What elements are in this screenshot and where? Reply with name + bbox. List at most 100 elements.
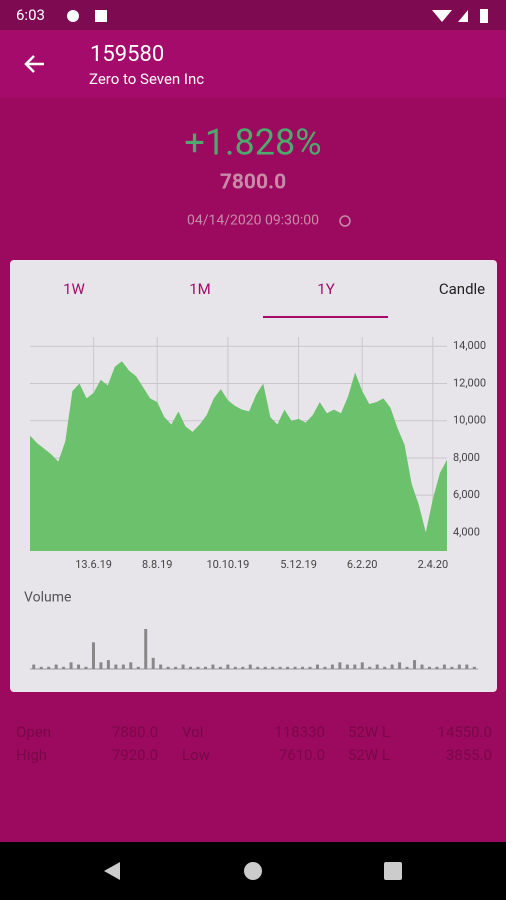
app-bar <box>0 30 506 98</box>
volume-bar <box>286 666 290 669</box>
nav-recent[interactable] <box>384 862 402 880</box>
volume-bar <box>144 629 148 669</box>
volume-bar <box>166 666 170 669</box>
volume-bar <box>114 664 118 669</box>
volume-bar <box>420 664 424 669</box>
volume-bar <box>442 664 446 669</box>
signal-icon <box>458 10 468 22</box>
y-tick-label: 10,000 <box>453 414 486 427</box>
volume-bar <box>427 666 431 669</box>
volume-bar <box>69 662 73 669</box>
stat-cell: 7610.0 <box>279 746 325 764</box>
volume-bar <box>368 666 372 669</box>
y-tick-label: 14,000 <box>453 339 486 352</box>
x-tick-label: 13.6.19 <box>75 558 112 571</box>
tab[interactable]: 1Y <box>317 280 334 298</box>
volume-bar <box>390 664 394 669</box>
volume-bar <box>383 666 387 669</box>
status-time: 6:03 <box>16 6 45 24</box>
nav-home[interactable] <box>244 862 262 880</box>
company-name: Zero to Seven Inc <box>89 70 204 88</box>
tab[interactable]: 1W <box>63 280 85 298</box>
tab[interactable]: 1M <box>189 280 211 298</box>
volume-bar <box>278 666 282 669</box>
volume-bar <box>196 666 200 669</box>
symbol: 159580 <box>90 42 164 67</box>
wifi-icon <box>432 10 452 22</box>
dynamic: 1W 1M 1Y Candle 14,000 12,000 10,000 8,000 6,000… <box>16 280 492 764</box>
tab-indicator <box>263 316 388 318</box>
volume-bar <box>315 664 319 669</box>
stat-cell: Open <box>16 723 51 741</box>
stat-cell: 52W L <box>348 746 390 764</box>
volume-bar <box>450 666 454 669</box>
volume-bar <box>129 662 133 669</box>
volume-bar <box>256 666 260 669</box>
volume-bar <box>330 664 334 669</box>
stat-cell: Vol <box>182 723 203 741</box>
settings-icon <box>67 10 79 22</box>
volume-bar <box>62 666 66 669</box>
stat-cell: High <box>16 746 47 764</box>
volume-bar <box>84 666 88 669</box>
status-bar <box>0 0 506 30</box>
x-tick-label: 10.10.19 <box>206 558 249 571</box>
volume-bar <box>375 664 379 669</box>
x-tick-label: 2.4.20 <box>418 558 449 571</box>
x-tick-label: 8.8.19 <box>142 558 173 571</box>
volume-bar <box>203 666 207 669</box>
volume-bar <box>465 664 469 669</box>
stat-cell: 118330 <box>274 723 325 741</box>
volume-bar <box>263 666 267 669</box>
back-button[interactable] <box>24 55 44 73</box>
volume-bar <box>353 664 357 669</box>
volume-label: Volume <box>24 590 71 606</box>
volume-bar <box>54 664 58 669</box>
nav-back[interactable] <box>104 862 120 880</box>
volume-bar <box>151 657 155 669</box>
volume-bar <box>360 662 364 669</box>
volume-bar <box>136 666 140 669</box>
volume-bar <box>413 660 417 669</box>
stat-cell: 3855.0 <box>446 746 492 764</box>
battery-icon <box>480 9 488 23</box>
volume-bar <box>398 662 402 669</box>
volume-bar <box>47 666 51 669</box>
stat-cell: 7920.0 <box>112 746 158 764</box>
stat-cell: 52W L <box>348 723 390 741</box>
volume-bar <box>345 664 349 669</box>
volume-bar <box>271 666 275 669</box>
volume-bar <box>159 664 163 669</box>
volume-bar <box>248 664 252 669</box>
volume-bar <box>472 666 476 669</box>
stat-cell: 14550.0 <box>437 723 492 741</box>
volume-bar <box>218 666 222 669</box>
volume-bar <box>189 666 193 669</box>
volume-bar <box>301 666 305 669</box>
volume-bar <box>32 664 36 669</box>
stat-cell: Low <box>182 746 210 764</box>
notification-icon <box>95 10 107 22</box>
volume-bar <box>121 664 125 669</box>
volume-bar <box>435 666 439 669</box>
y-tick-label: 6,000 <box>453 488 480 501</box>
volume-bar <box>308 666 312 669</box>
volume-bar <box>293 666 297 669</box>
x-tick-label: 6.2.20 <box>347 558 378 571</box>
volume-bar <box>226 664 230 669</box>
price-area <box>30 361 447 551</box>
y-tick-label: 8,000 <box>453 451 480 464</box>
price: 7800.0 <box>220 171 286 195</box>
volume-bar <box>106 660 110 669</box>
timestamp: 04/14/2020 09:30:00 <box>187 213 319 229</box>
tab[interactable]: Candle <box>439 280 485 298</box>
volume-bar <box>233 666 237 669</box>
clock-icon <box>339 215 351 227</box>
volume-bar <box>181 664 185 669</box>
y-tick-label: 12,000 <box>453 376 486 389</box>
volume-bar <box>91 642 95 669</box>
volume-bar <box>241 666 245 669</box>
volume-bar <box>457 664 461 669</box>
